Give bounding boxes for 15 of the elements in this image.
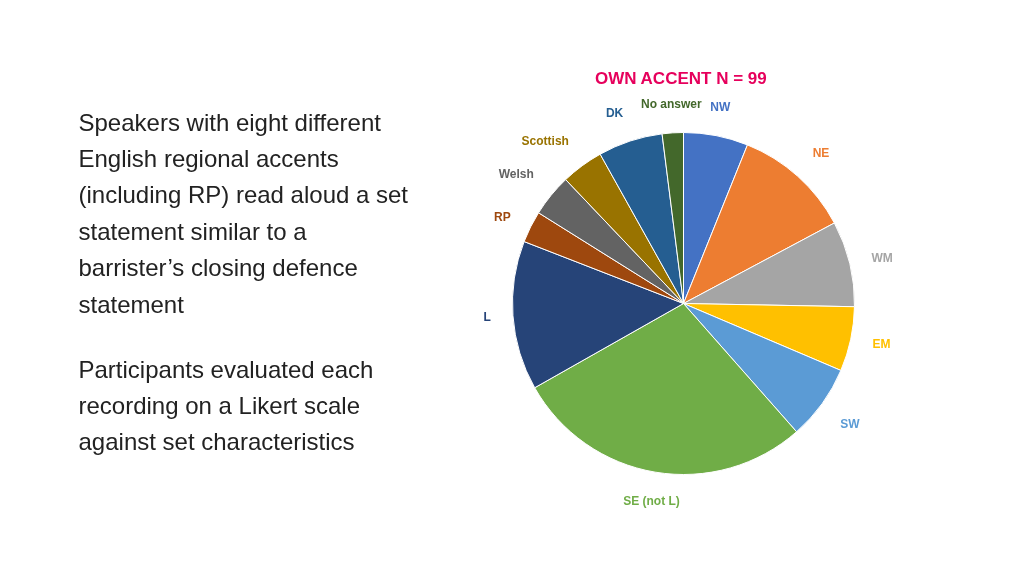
slice-label: No answer: [641, 96, 703, 111]
text: Speakers with eight different English regional accents (including RP) read aloud a set statement similar to a barrister’s closing defence statement: [78, 108, 409, 318]
text: Participants evaluated each recording on a Likert scale against set characteristics: [78, 355, 374, 456]
slice-label: EM: [872, 336, 891, 351]
slice-label: SW: [840, 416, 861, 431]
slice-label: DK: [605, 105, 624, 120]
slice-label: NE: [812, 145, 830, 160]
slice-label: Scottish: [521, 133, 569, 148]
slice-label: Welsh: [498, 167, 534, 182]
slice-label: L: [483, 310, 491, 325]
slice-label: NW: [710, 99, 731, 114]
chart-title: OWN ACCENT N = 99: [594, 69, 767, 88]
slice-label: RP: [494, 209, 511, 224]
slice-label: WM: [871, 251, 893, 266]
slice-label: SE (not L): [623, 494, 680, 509]
